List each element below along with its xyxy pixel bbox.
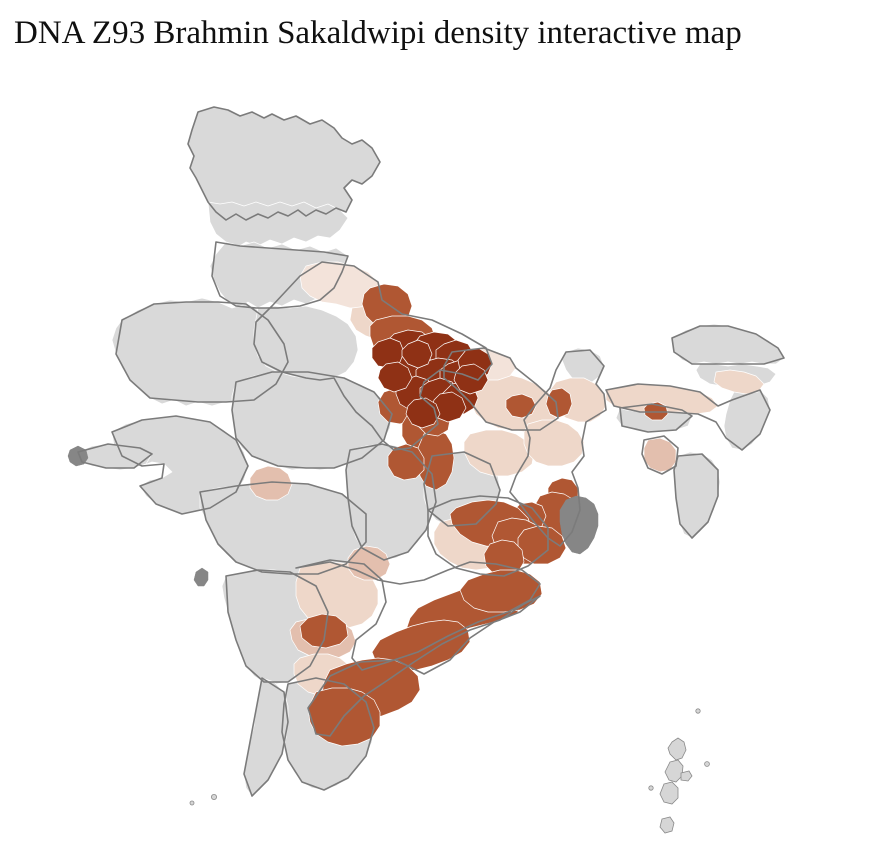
state-border-rajasthan <box>115 301 289 403</box>
state-border-telangana-ap <box>295 559 541 671</box>
map-layer-high-density <box>299 283 669 747</box>
state-border-andhra-coastal <box>307 595 541 737</box>
island-dot-west[interactable] <box>648 785 654 791</box>
region-sundarbans-no-data[interactable] <box>559 495 599 555</box>
region-kerala[interactable] <box>243 677 289 797</box>
region-assam-upper-light[interactable] <box>713 369 765 395</box>
india-district-choropleth-map[interactable] <box>0 52 881 844</box>
region-up-south-brown-blob[interactable] <box>387 443 425 481</box>
island-andaman-dot-a[interactable] <box>680 770 693 782</box>
state-border-west-bengal <box>509 349 607 547</box>
state-border-kutch <box>77 443 153 469</box>
region-mp-single-peach-district[interactable] <box>249 465 293 501</box>
state-border-jharkhand <box>423 451 501 527</box>
island-little-andaman[interactable] <box>659 816 675 834</box>
region-kashmir-valley-districts[interactable] <box>207 201 349 249</box>
state-border-bihar <box>443 347 559 431</box>
region-nagaland-manipur[interactable] <box>723 385 771 451</box>
region-bihar-east-brown-patch-a[interactable] <box>505 393 537 419</box>
island-andaman-north[interactable] <box>667 737 687 761</box>
island-andaman-middle[interactable] <box>664 759 684 783</box>
region-bihar-east-brown-patch-b[interactable] <box>545 387 573 419</box>
region-ap-north-coastal-brown[interactable] <box>459 569 543 613</box>
map-layer-very-high-density <box>371 329 493 429</box>
state-border-maharashtra <box>199 481 367 575</box>
map-layer-islands <box>189 708 710 834</box>
state-border-meghalaya <box>619 403 693 433</box>
state-border-arunachal <box>671 325 785 365</box>
region-west-brown-patch[interactable] <box>299 613 349 649</box>
region-core-dark-m[interactable] <box>401 339 433 369</box>
state-border-assam <box>605 383 771 451</box>
island-dot-east[interactable] <box>704 761 710 767</box>
state-border-madhya-pradesh <box>231 371 393 469</box>
choropleth-map-canvas[interactable] <box>0 52 881 844</box>
region-core-dark-k[interactable] <box>377 361 413 393</box>
state-border-kerala <box>243 677 289 797</box>
state-border-gujarat <box>111 415 249 515</box>
island-lakshadweep-a[interactable] <box>189 800 195 806</box>
state-border-tamil-nadu <box>281 677 375 791</box>
state-border-odisha <box>427 495 549 577</box>
page-title: DNA Z93 Brahmin Sakaldwipi density inter… <box>14 15 742 51</box>
map-layer-state-borders <box>77 106 785 797</box>
region-sikkim-bengal-neck[interactable] <box>561 347 605 383</box>
state-border-tripura <box>641 435 679 475</box>
region-core-dark-p[interactable] <box>453 363 489 395</box>
state-border-jk <box>187 106 381 221</box>
region-west-bengal-mid-light[interactable] <box>523 419 585 467</box>
state-border-mizoram-manipur <box>673 453 719 539</box>
state-border-chhattisgarh <box>345 443 437 561</box>
island-andaman-south[interactable] <box>659 781 679 805</box>
region-maharashtra-coast-no-data[interactable] <box>193 567 209 587</box>
state-border-himachal-punjab <box>211 241 349 309</box>
island-lakshadweep-b[interactable] <box>210 794 217 801</box>
region-jharkhand-light[interactable] <box>463 429 535 477</box>
state-border-uttar-pradesh <box>253 261 493 451</box>
state-border-karnataka <box>225 569 329 683</box>
island-dot-north[interactable] <box>695 708 701 714</box>
